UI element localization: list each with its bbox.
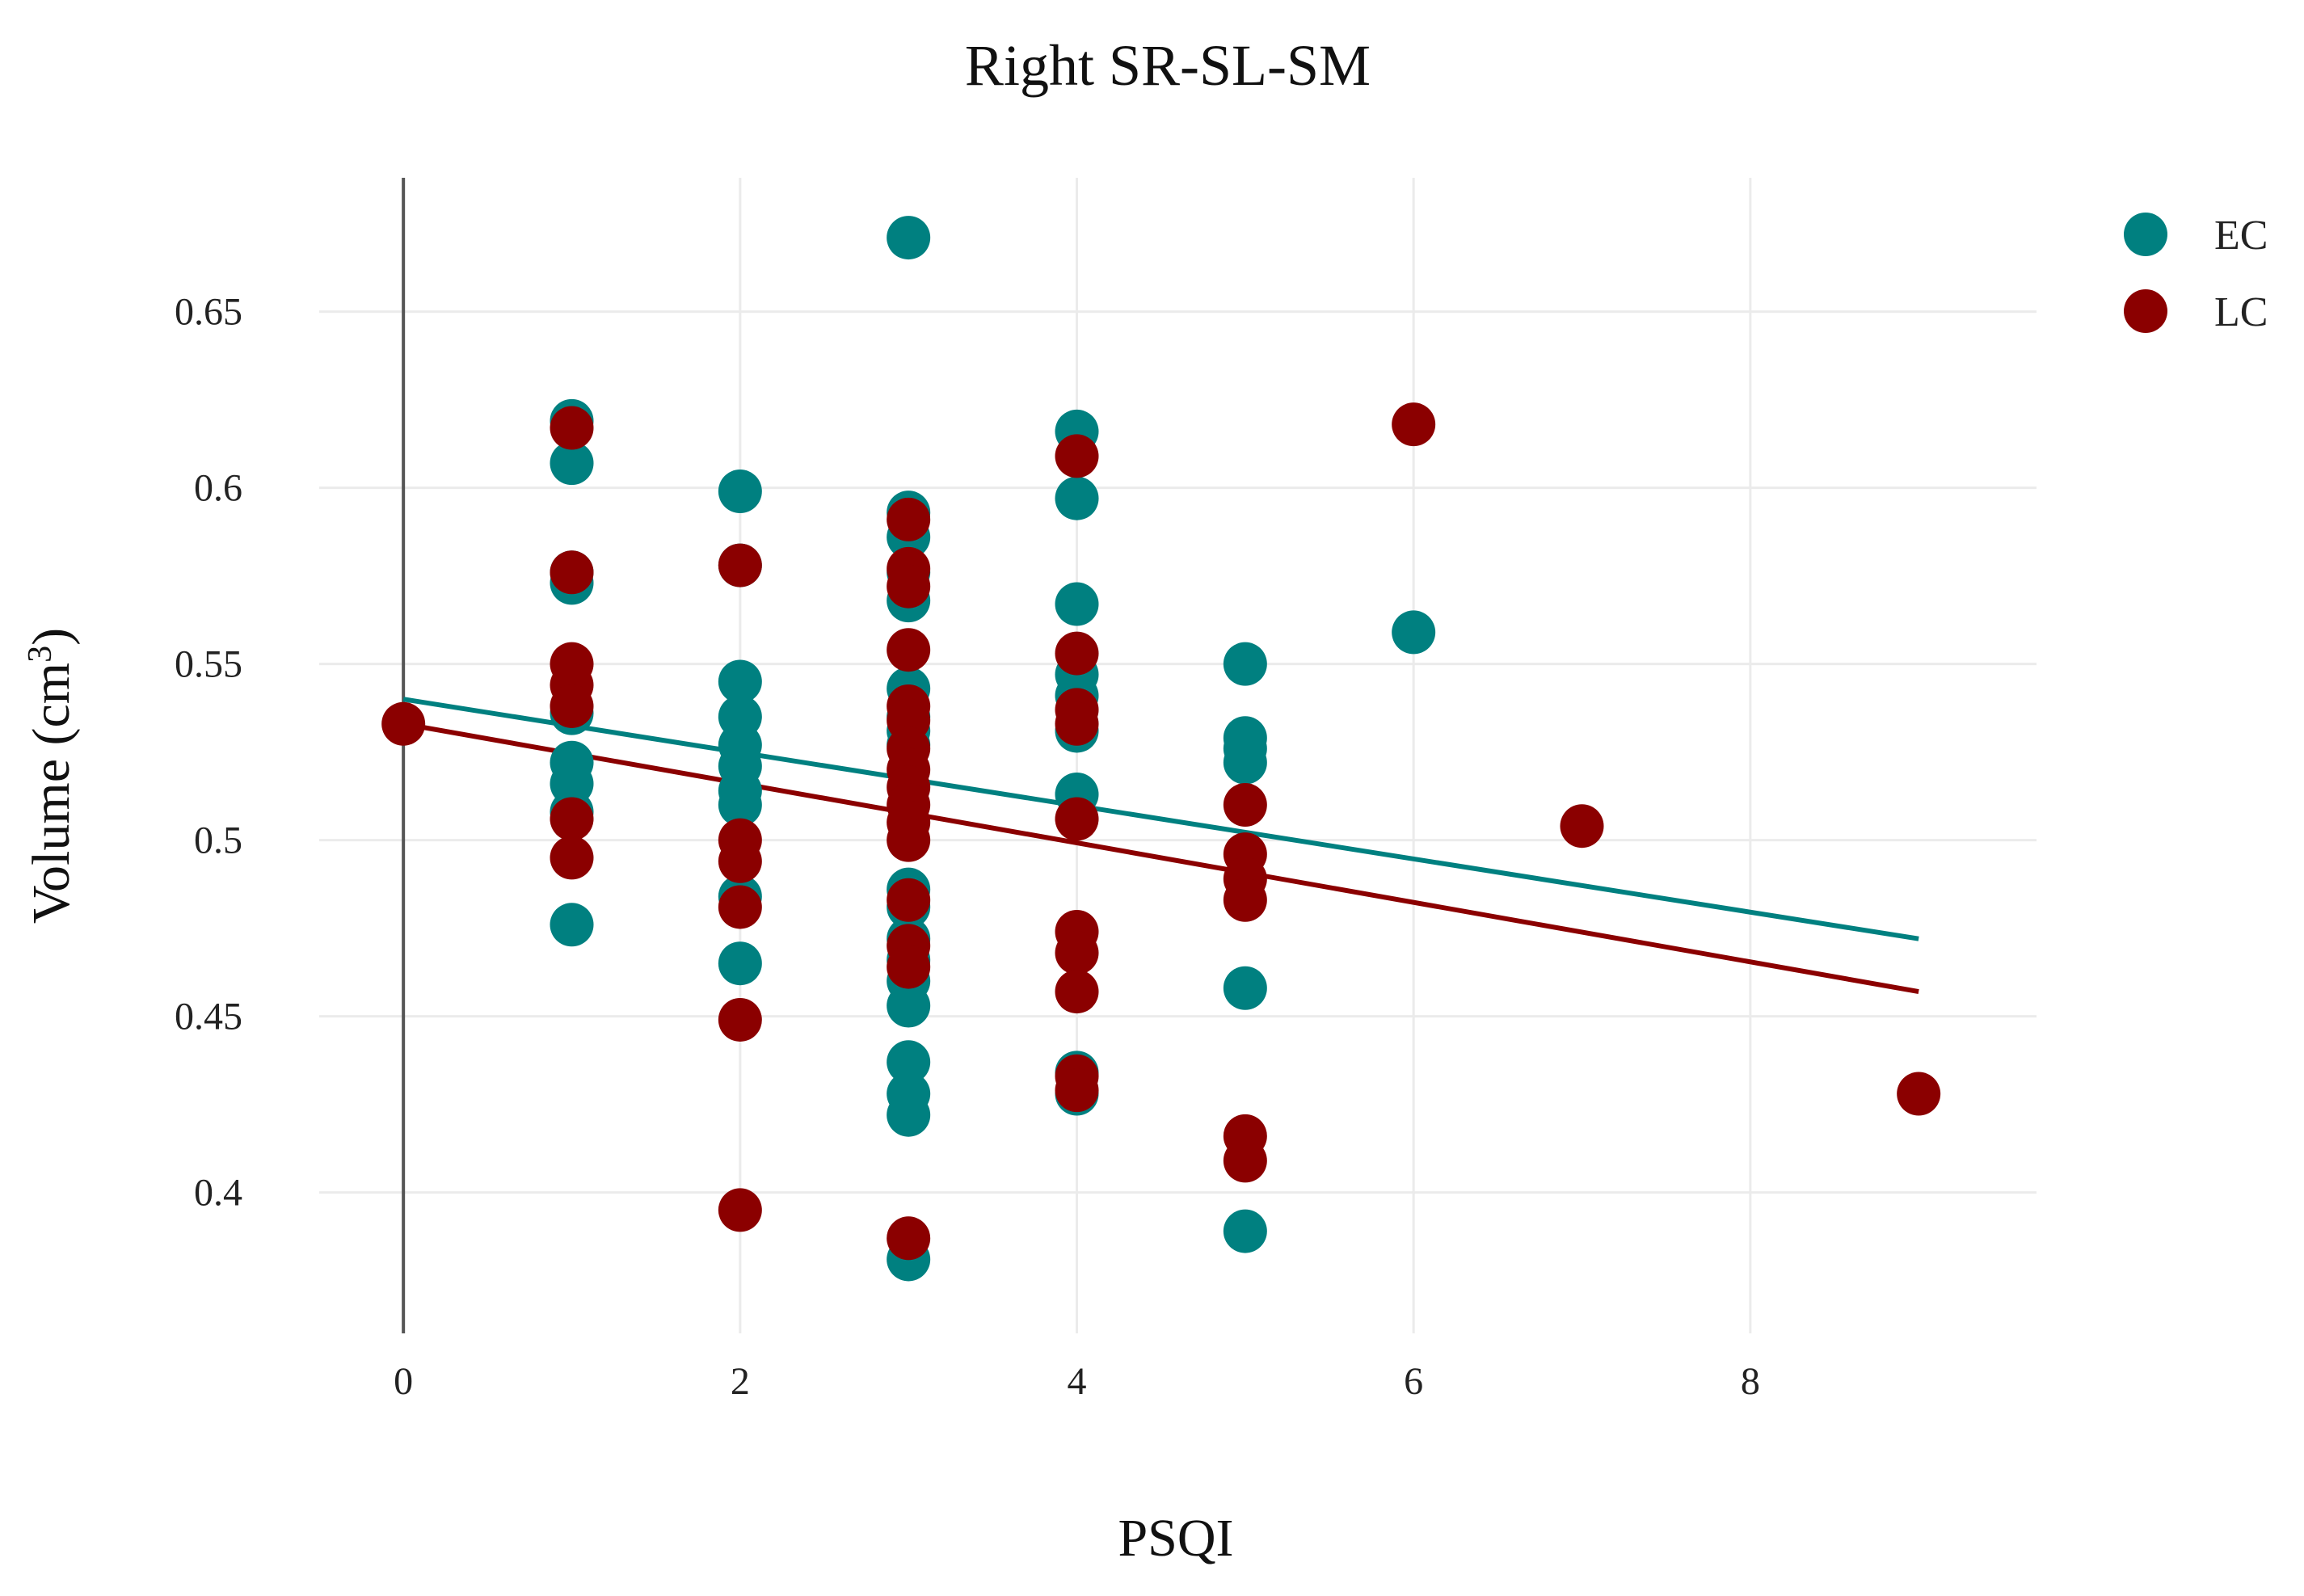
point-lc	[1055, 1068, 1099, 1113]
point-lc	[1055, 701, 1099, 746]
point-lc	[1560, 804, 1604, 849]
point-lc	[550, 836, 594, 880]
point-ec	[1223, 966, 1267, 1010]
y-axis-label-main: Volume (cm	[22, 663, 81, 924]
point-ec	[550, 441, 594, 486]
y-tick-label: 0.4	[194, 1172, 242, 1215]
gridlines	[319, 178, 2037, 1333]
point-ec	[1392, 610, 1436, 655]
point-lc	[1223, 783, 1267, 827]
point-ec	[1223, 1209, 1267, 1253]
chart-title: Right SR-SL-SM	[965, 33, 1371, 98]
point-lc	[718, 1188, 762, 1232]
point-lc	[887, 628, 931, 672]
y-axis-label-sup: 3	[22, 646, 59, 663]
point-ec	[887, 1040, 931, 1084]
point-lc	[550, 684, 594, 728]
point-lc	[1055, 970, 1099, 1014]
point-lc	[1223, 878, 1267, 922]
y-tick-label: 0.65	[175, 291, 242, 334]
point-ec	[887, 1093, 931, 1137]
x-tick-label: 0	[394, 1360, 413, 1403]
point-ec	[718, 470, 762, 514]
point-lc	[550, 550, 594, 595]
x-axis-label: PSQI	[1118, 1509, 1233, 1568]
tick-labels: 0.4 0.45 0.5 0.55 0.6 0.65 0 2 4 6 8	[175, 291, 1760, 1403]
x-tick-label: 8	[1741, 1360, 1760, 1403]
point-lc	[550, 797, 594, 841]
point-lc	[887, 1216, 931, 1261]
point-lc	[718, 885, 762, 929]
point-lc	[381, 701, 426, 746]
point-ec	[887, 216, 931, 260]
point-lc	[1055, 631, 1099, 676]
legend-label-ec: EC	[2214, 213, 2268, 259]
point-lc	[1392, 402, 1436, 447]
data-points	[381, 216, 1941, 1282]
y-tick-label: 0.45	[175, 996, 242, 1038]
y-axis-label-end: )	[22, 628, 81, 646]
point-lc	[1055, 434, 1099, 478]
x-tick-label: 2	[731, 1360, 750, 1403]
legend-key-ec	[2124, 213, 2167, 256]
y-tick-label: 0.5	[194, 819, 242, 862]
point-lc	[718, 543, 762, 587]
x-tick-label: 4	[1068, 1360, 1087, 1403]
fit-line-lc	[402, 721, 1919, 995]
point-lc	[887, 945, 931, 989]
point-ec	[718, 783, 762, 827]
point-lc	[1055, 931, 1099, 975]
point-lc	[887, 497, 931, 541]
y-tick-label: 0.55	[175, 643, 242, 686]
point-lc	[887, 818, 931, 862]
point-ec	[1223, 740, 1267, 785]
point-ec	[718, 659, 762, 704]
point-ec	[1223, 642, 1267, 686]
fit-line-ec	[402, 697, 1919, 941]
x-tick-label: 6	[1404, 1360, 1423, 1403]
point-lc	[718, 997, 762, 1042]
point-lc	[1223, 1139, 1267, 1183]
legend-label-lc: LC	[2214, 289, 2268, 335]
point-ec	[1055, 582, 1099, 626]
point-lc	[887, 564, 931, 609]
point-ec	[1055, 476, 1099, 520]
regression-lines	[402, 697, 1919, 995]
point-ec	[550, 903, 594, 947]
point-lc	[1897, 1072, 1941, 1116]
y-axis-label: Volume (cm3)	[22, 628, 81, 924]
point-ec	[718, 941, 762, 986]
legend: EC LC	[2124, 213, 2268, 335]
point-lc	[718, 839, 762, 883]
point-lc	[1055, 797, 1099, 841]
point-lc	[887, 878, 931, 922]
y-tick-label: 0.6	[194, 467, 242, 510]
legend-key-lc	[2124, 289, 2167, 333]
point-ec	[887, 983, 931, 1028]
point-lc	[550, 406, 594, 450]
